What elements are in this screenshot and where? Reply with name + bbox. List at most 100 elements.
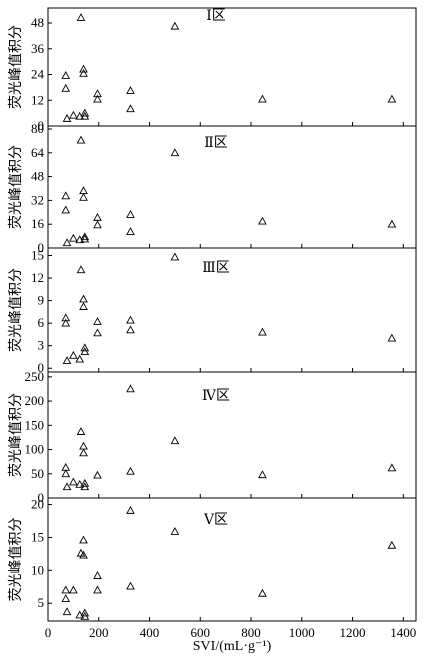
y-tick-label: 48: [31, 15, 44, 30]
plot-frame: [47, 371, 417, 499]
data-point-triangle: [79, 68, 88, 77]
data-point-triangle: [93, 571, 102, 579]
data-point-triangle: [69, 477, 78, 486]
data-point-triangle: [126, 325, 135, 334]
data-point-triangle: [61, 83, 71, 92]
data-point-triangle: [61, 191, 71, 200]
data-point-triangle: [126, 104, 135, 113]
data-point-triangle: [79, 302, 88, 310]
panel-1: 0 12 24 36 48 荧光峰值积分 Ⅰ区: [7, 7, 417, 133]
x-tick-label: 1000: [289, 625, 315, 640]
data-point-triangle: [79, 448, 88, 457]
y-tick-label: 0: [38, 240, 45, 255]
data-point-triangle: [126, 581, 135, 590]
data-point-triangle: [80, 478, 90, 487]
y-tick-label: 32: [31, 192, 44, 207]
region-label: Ⅳ区: [202, 388, 230, 404]
data-point-triangle: [170, 436, 180, 445]
y-tick-label: 16: [31, 216, 45, 231]
y-tick-label: 5: [38, 595, 45, 610]
data-point-triangle: [61, 462, 71, 471]
data-point-triangle: [258, 327, 267, 336]
y-axis-label: 荧光峰值积分: [7, 518, 24, 602]
y-tick-label: 48: [31, 169, 44, 184]
data-point-triangle: [126, 466, 135, 475]
data-point-triangle: [387, 333, 397, 342]
y-axis-label: 荧光峰值积分: [7, 393, 24, 477]
y-tick-label: 24: [31, 67, 45, 82]
data-point-triangle: [93, 94, 102, 103]
y-tick-label: 64: [31, 145, 45, 160]
data-point-triangle: [93, 220, 102, 229]
data-point-triangle: [75, 354, 85, 363]
y-tick-label: 15: [31, 248, 44, 263]
data-point-triangle: [93, 328, 102, 337]
plot-frame: [47, 7, 417, 127]
y-tick-label: 12: [31, 92, 44, 107]
data-point-triangle: [387, 219, 397, 228]
x-tick-label: 1400: [390, 625, 416, 640]
x-tick-label: 200: [89, 625, 109, 640]
data-point-triangle: [76, 265, 86, 274]
data-point-triangle: [69, 585, 78, 594]
data-point-triangle: [76, 548, 86, 557]
y-tick-label: 100: [25, 442, 45, 457]
data-point-triangle: [80, 343, 90, 352]
data-point-triangle: [170, 252, 180, 261]
data-point-triangle: [61, 585, 71, 594]
data-point-triangle: [61, 469, 71, 478]
data-point-triangle: [79, 186, 88, 195]
data-point-triangle: [126, 315, 135, 324]
y-tick-label: 50: [31, 466, 44, 481]
data-point-triangle: [170, 527, 180, 535]
y-tick-label: 0: [38, 360, 45, 375]
x-tick-label: 800: [241, 625, 261, 640]
data-point-triangle: [93, 212, 102, 221]
data-point-triangle: [79, 64, 88, 73]
data-point-triangle: [93, 317, 102, 325]
y-tick-label: 20: [31, 497, 44, 512]
data-point-triangle: [79, 550, 88, 559]
data-point-triangle: [126, 384, 135, 393]
data-point-triangle: [80, 108, 90, 117]
data-point-triangle: [69, 350, 78, 359]
region-label: Ⅱ区: [204, 135, 228, 151]
region-label: Ⅴ区: [203, 512, 228, 528]
y-tick-label: 6: [38, 315, 45, 330]
data-point-triangle: [80, 347, 90, 356]
y-axis-label: 荧光峰值积分: [7, 268, 24, 352]
plot-frame: [47, 125, 417, 249]
data-point-triangle: [93, 470, 102, 479]
data-point-triangle: [61, 71, 71, 79]
data-point-triangle: [258, 588, 267, 597]
data-point-triangle: [75, 479, 85, 488]
data-point-triangle: [258, 216, 267, 225]
panel-2: 0 16 32 48 64 80 荧光峰值积分 Ⅱ区: [7, 121, 417, 255]
data-point-triangle: [387, 463, 397, 472]
data-point-triangle: [61, 594, 71, 602]
data-point-triangle: [79, 535, 88, 544]
data-point-triangle: [62, 482, 72, 491]
data-point-triangle: [170, 148, 180, 157]
y-tick-label: 200: [25, 393, 45, 408]
data-point-triangle: [79, 192, 88, 201]
x-tick-label: 0: [45, 625, 52, 640]
data-point-triangle: [62, 356, 72, 365]
x-tick-label: 400: [140, 625, 160, 640]
y-tick-label: 250: [25, 369, 45, 384]
data-point-triangle: [170, 21, 180, 30]
data-point-triangle: [387, 94, 397, 103]
y-tick-label: 80: [31, 121, 44, 136]
data-point-triangle: [69, 110, 78, 119]
data-point-triangle: [80, 608, 90, 617]
data-point-triangle: [93, 585, 102, 594]
data-point-triangle: [62, 238, 72, 247]
data-point-triangle: [80, 234, 90, 243]
data-point-triangle: [76, 427, 86, 435]
region-label: Ⅰ区: [206, 8, 226, 24]
data-point-triangle: [93, 89, 102, 98]
data-point-triangle: [79, 294, 88, 303]
region-label: Ⅲ区: [202, 260, 230, 276]
panel-5: 5 10 15 20 荧光峰值积分 Ⅴ区: [7, 497, 417, 622]
